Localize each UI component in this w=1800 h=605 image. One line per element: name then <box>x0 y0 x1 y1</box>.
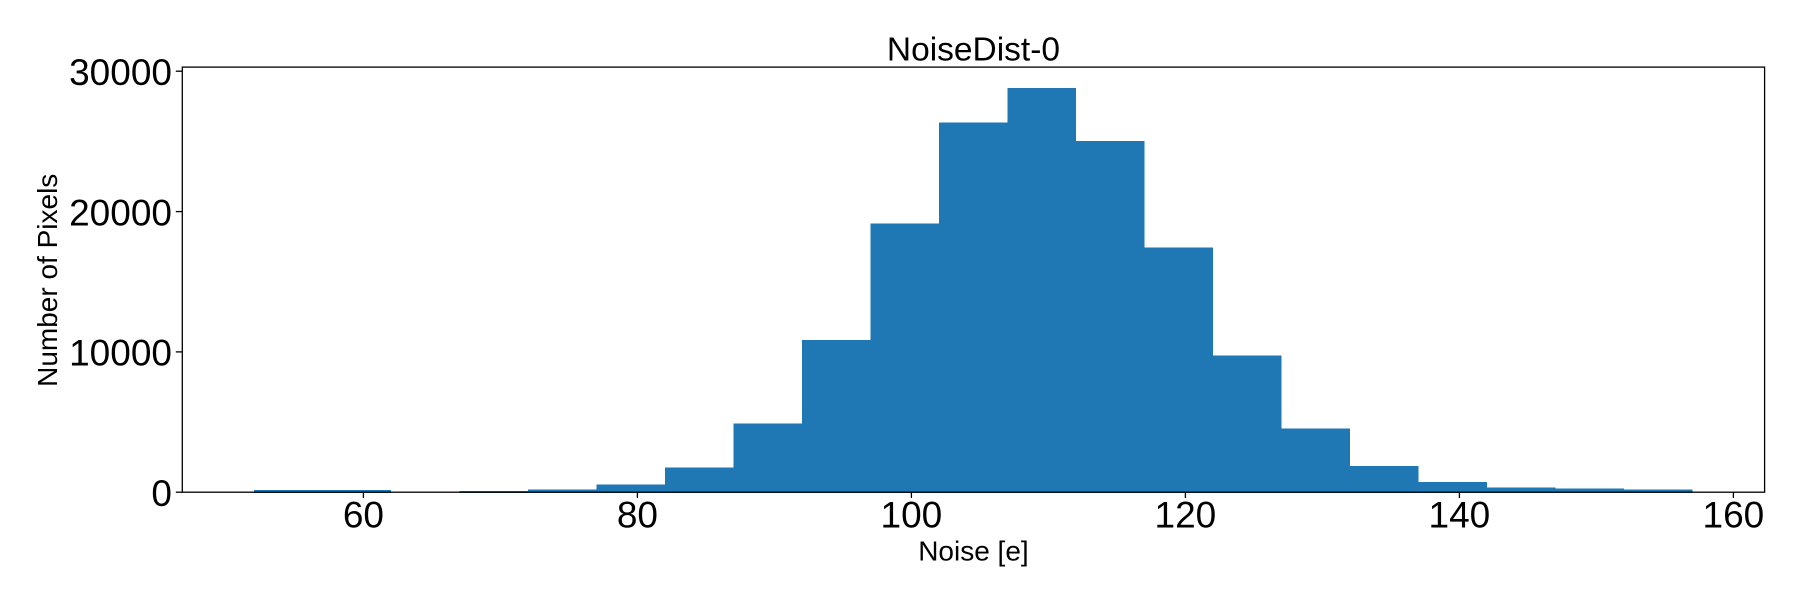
svg-text:100: 100 <box>881 495 943 536</box>
svg-text:NoiseDist-0: NoiseDist-0 <box>887 31 1060 68</box>
svg-text:60: 60 <box>343 495 384 536</box>
svg-text:120: 120 <box>1155 495 1217 536</box>
svg-text:140: 140 <box>1429 495 1491 536</box>
svg-text:0: 0 <box>151 473 172 514</box>
svg-text:Number of Pixels: Number of Pixels <box>32 174 63 387</box>
svg-text:80: 80 <box>617 495 658 536</box>
svg-text:Noise [e]: Noise [e] <box>918 535 1029 566</box>
svg-text:160: 160 <box>1703 495 1765 536</box>
svg-text:30000: 30000 <box>69 52 172 93</box>
svg-text:10000: 10000 <box>69 333 172 374</box>
svg-text:20000: 20000 <box>69 192 172 233</box>
